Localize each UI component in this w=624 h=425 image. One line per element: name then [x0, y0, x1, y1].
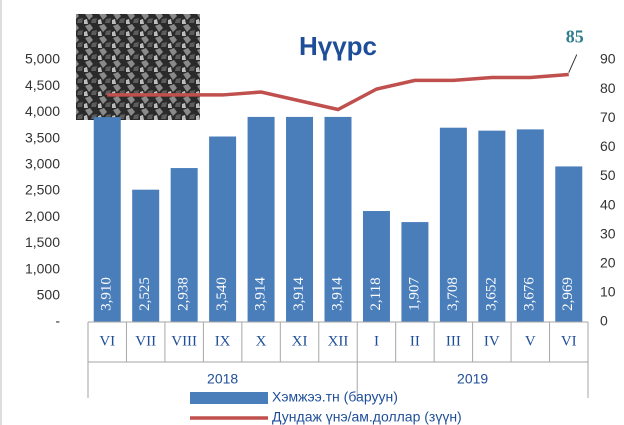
y-tick-label: - — [55, 313, 60, 329]
x-tick-label: II — [410, 333, 420, 349]
label-leader — [569, 55, 577, 73]
y-tick-label: 500 — [37, 287, 61, 303]
coal-photo — [76, 14, 200, 120]
bar-value-label: 3,910 — [99, 277, 115, 311]
bar-value-label: 3,652 — [483, 277, 499, 311]
bar-value-label: 1,907 — [406, 277, 422, 311]
x-tick-label: VII — [135, 333, 156, 349]
line-value-label: 85 — [566, 27, 584, 47]
y2-tick-label: 20 — [600, 254, 616, 270]
y2-tick-label: 10 — [600, 284, 616, 300]
y-tick-label: 1,000 — [25, 260, 60, 276]
legend-swatch — [190, 392, 268, 404]
x-tick-label: IV — [484, 333, 500, 349]
bar-value-label: 2,118 — [368, 277, 384, 310]
bar-value-label: 3,540 — [214, 277, 230, 311]
y-tick-label: 3,000 — [25, 156, 60, 172]
group-label: 2019 — [457, 371, 488, 387]
x-tick-label: VI — [561, 333, 577, 349]
chart-title: Нүүрс — [299, 31, 377, 61]
legend-label: Дундаж үнэ/ам.доллар (зүүн) — [272, 409, 462, 425]
y2-tick-label: 80 — [600, 80, 616, 96]
y-tick-label: 5,000 — [25, 51, 60, 67]
y-tick-label: 2,000 — [25, 208, 60, 224]
y2-tick-label: 40 — [600, 196, 616, 212]
legend-label: Хэмжээ.тн (баруун) — [272, 389, 398, 405]
x-tick-label: XI — [292, 333, 308, 349]
x-tick-label: VI — [99, 333, 115, 349]
y2-tick-label: 30 — [600, 225, 616, 241]
bar-value-label: 3,914 — [291, 277, 307, 311]
chart: Нүүрс -5001,0001,5002,0002,5003,0003,500… — [0, 0, 624, 425]
y2-tick-label: 90 — [600, 51, 616, 67]
y-tick-label: 1,500 — [25, 234, 60, 250]
bar-value-label: 2,969 — [560, 277, 576, 311]
group-label: 2018 — [207, 371, 238, 387]
y2-tick-label: 50 — [600, 167, 616, 183]
y-tick-label: 2,500 — [25, 182, 60, 198]
bar-value-label: 3,676 — [522, 277, 538, 311]
x-tick-label: IX — [215, 333, 231, 349]
x-tick-label: I — [374, 333, 379, 349]
x-tick-label: III — [446, 333, 461, 349]
bar-value-label: 2,525 — [137, 277, 153, 311]
x-tick-label: X — [256, 333, 267, 349]
bar-value-label: 2,938 — [176, 277, 192, 311]
y2-tick-label: 0 — [600, 313, 608, 329]
bar-value-label: 3,914 — [329, 277, 345, 311]
bar-value-label: 3,914 — [253, 277, 269, 311]
x-tick-label: VIII — [171, 333, 197, 349]
y-tick-label: 4,500 — [25, 77, 60, 93]
x-tick-label: XII — [328, 333, 349, 349]
y2-tick-label: 60 — [600, 138, 616, 154]
y-tick-label: 3,500 — [25, 129, 60, 145]
bar-value-label: 3,708 — [445, 277, 461, 311]
y2-tick-label: 70 — [600, 109, 616, 125]
x-tick-label: V — [525, 333, 536, 349]
y-tick-label: 4,000 — [25, 103, 60, 119]
